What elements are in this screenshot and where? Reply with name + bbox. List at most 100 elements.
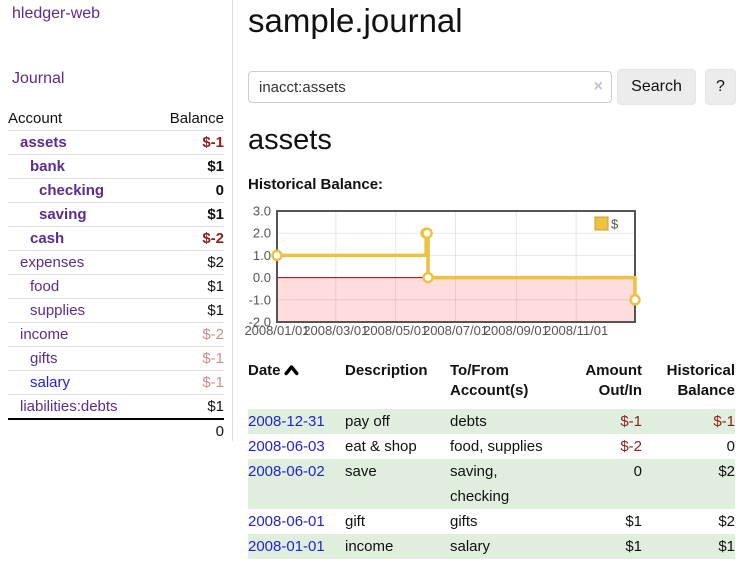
transaction-accounts: gifts [450, 513, 478, 530]
transaction-balance: $2 [718, 463, 735, 480]
svg-text:-2.0: -2.0 [249, 315, 271, 330]
accounts-balance-table: Account Balance assets $-1 bank $1 checking 0… [8, 107, 224, 443]
page-title: sample.journal [248, 2, 463, 39]
transaction-balance: $1 [718, 538, 735, 555]
account-balance: 0 [215, 182, 224, 199]
historical-balance-chart: 3.0 2.0 1.0 0.0 -1.0 -2.02008/01/012008/03/01… [244, 204, 641, 338]
transaction-balance: $-1 [713, 413, 735, 430]
svg-text:$: $ [611, 217, 619, 232]
search-input-wrap: × [248, 71, 612, 103]
description-column-header: Description [345, 362, 428, 379]
account-link[interactable]: saving [39, 206, 87, 223]
transaction-accounts: salary [450, 538, 491, 555]
register-row: 2008-06-02 save saving, checking 0 $2 [248, 459, 735, 509]
account-row: assets $-1 [8, 130, 224, 155]
transaction-date-link[interactable]: 2008-06-03 [248, 438, 325, 455]
transaction-accounts: food, supplies [450, 438, 543, 455]
transaction-balance: $2 [718, 513, 735, 530]
accounts-column-header: To/From Account(s) [450, 362, 529, 399]
transaction-amount: $1 [625, 513, 642, 530]
svg-text:2.0: 2.0 [253, 226, 271, 241]
account-link[interactable]: supplies [30, 302, 86, 319]
account-balance: $1 [207, 398, 224, 415]
account-row: income $-2 [8, 322, 224, 347]
transaction-description: eat & shop [345, 438, 417, 455]
account-row: liabilities:debts $1 [8, 394, 224, 420]
balance-column-header: Balance [169, 110, 224, 127]
search-input[interactable] [248, 71, 612, 103]
date-column-header[interactable]: Date [248, 361, 345, 409]
account-row: supplies $1 [8, 298, 224, 323]
svg-text:2008/05/01: 2008/05/01 [363, 323, 428, 338]
amount-column-header: Amount Out/In [585, 362, 642, 399]
accounts-total-balance: 0 [215, 423, 224, 440]
transaction-date-link[interactable]: 2008-12-31 [248, 413, 325, 430]
sidebar: hledger-web Journal Account Balance asse… [0, 0, 233, 441]
app-brand-link[interactable]: hledger-web [12, 5, 101, 22]
account-row: expenses $2 [8, 250, 224, 275]
account-row: saving $1 [8, 202, 224, 227]
account-link[interactable]: salary [30, 374, 71, 391]
svg-text:0.0: 0.0 [253, 270, 271, 285]
svg-text:2008/03/01: 2008/03/01 [303, 323, 368, 338]
svg-text:2008/09/01: 2008/09/01 [484, 323, 549, 338]
account-link[interactable]: cash [30, 230, 65, 247]
transaction-description: gift [345, 513, 366, 530]
transaction-description: pay off [345, 413, 390, 430]
account-row: food $1 [8, 274, 224, 299]
transaction-amount: $1 [625, 538, 642, 555]
register-row: 2008-06-01 gift gifts $1 $2 [248, 509, 735, 534]
accounts-total-row: 0 [8, 419, 224, 443]
account-balance: $-1 [202, 374, 224, 391]
help-button[interactable]: ? [705, 69, 736, 105]
account-link[interactable]: checking [39, 182, 105, 199]
account-row: salary $-1 [8, 370, 224, 395]
account-row: gifts $-1 [8, 346, 224, 371]
chart-legend: $ [594, 216, 619, 232]
sidebar-item-journal[interactable]: Journal [12, 70, 65, 87]
register-row: 2008-12-31 pay off debts $-1 $-1 [248, 409, 735, 434]
account-column-header: Account [8, 110, 63, 127]
accounts-table-header: Account Balance [8, 107, 224, 131]
account-balance: $-1 [202, 350, 224, 367]
register-row: 2008-01-01 income salary $1 $1 [248, 534, 735, 559]
transaction-balance: 0 [726, 438, 735, 455]
svg-text:1.0: 1.0 [253, 248, 271, 263]
account-heading: assets [248, 124, 332, 156]
clear-search-icon[interactable]: × [593, 78, 603, 95]
account-link[interactable]: liabilities:debts [20, 398, 118, 415]
transaction-description: income [345, 538, 394, 555]
transaction-amount: $-1 [620, 413, 642, 430]
transaction-description: save [345, 463, 377, 480]
account-balance: $-1 [202, 134, 224, 151]
svg-text:2008/01/01: 2008/01/01 [244, 323, 309, 338]
account-balance: $1 [207, 206, 224, 223]
account-balance: $-2 [202, 326, 224, 343]
account-balance: $2 [207, 254, 224, 271]
account-link[interactable]: gifts [30, 350, 58, 367]
transaction-date-link[interactable]: 2008-06-01 [248, 513, 325, 530]
transaction-accounts: saving, checking [450, 463, 510, 505]
transaction-accounts: debts [450, 413, 487, 430]
account-balance: $1 [207, 302, 224, 319]
account-link[interactable]: bank [30, 158, 66, 175]
transaction-date-link[interactable]: 2008-06-02 [248, 463, 325, 480]
register-table: Date Description To/From Account(s) Amou… [248, 361, 735, 559]
sort-asc-icon [284, 362, 299, 382]
account-link[interactable]: food [30, 278, 60, 295]
account-link[interactable]: assets [20, 134, 67, 151]
account-link[interactable]: expenses [20, 254, 85, 271]
chart-heading: Historical Balance: [248, 176, 384, 193]
account-row: checking 0 [8, 178, 224, 203]
account-balance: $-2 [202, 230, 224, 247]
account-balance: $1 [207, 158, 224, 175]
transaction-date-link[interactable]: 2008-01-01 [248, 538, 325, 555]
search-button[interactable]: Search [617, 69, 696, 105]
transaction-amount: 0 [633, 463, 642, 480]
account-link[interactable]: income [20, 326, 69, 343]
svg-text:2008/07/01: 2008/07/01 [423, 323, 488, 338]
search-form: × Search ? [248, 69, 736, 105]
balance-column-header: Historical Balance [666, 362, 735, 399]
account-balance: $1 [207, 278, 224, 295]
